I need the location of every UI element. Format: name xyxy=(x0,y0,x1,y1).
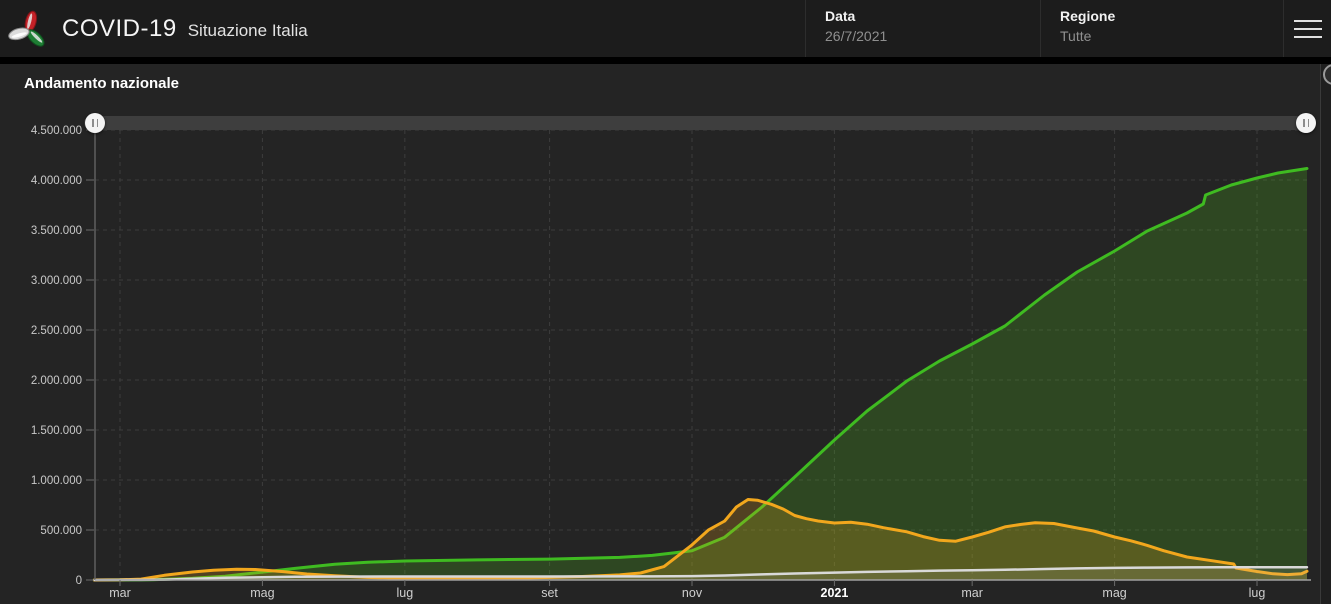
svg-text:nov: nov xyxy=(682,586,703,600)
hamburger-menu-button[interactable] xyxy=(1283,0,1331,57)
svg-text:3.000.000: 3.000.000 xyxy=(31,275,82,287)
right-rail xyxy=(1320,64,1331,604)
andamento-chart: 0 500.000 1.000.000 1.500.000 2.000.000 2.500… xyxy=(31,125,1311,600)
andamento-panel xyxy=(0,64,1320,604)
svg-text:mag: mag xyxy=(1102,586,1126,600)
data-label: Data xyxy=(825,8,856,24)
svg-text:2021: 2021 xyxy=(821,586,849,600)
slider-handle-right[interactable] xyxy=(1296,113,1316,133)
hamburger-icon xyxy=(1293,19,1322,22)
panel-title: Andamento nazionale xyxy=(24,75,180,92)
slider-handle-left[interactable] xyxy=(85,113,105,133)
app-header: COVID-19 Situazione Italia Data 26/7/202… xyxy=(0,0,1331,57)
svg-text:lug: lug xyxy=(396,586,413,600)
app-subtitle: Situazione Italia xyxy=(187,20,308,40)
header-field-data: Data 26/7/2021 xyxy=(805,0,1040,57)
series-white xyxy=(93,565,1309,582)
app-logo-icon xyxy=(8,10,45,47)
svg-text:1.000.000: 1.000.000 xyxy=(31,475,82,487)
svg-text:mar: mar xyxy=(109,586,131,600)
gridlines xyxy=(95,129,1311,580)
grip-icon xyxy=(1303,119,1305,127)
app-title: COVID-19 xyxy=(62,14,177,42)
data-value: 26/7/2021 xyxy=(825,28,888,44)
grip-icon xyxy=(92,119,94,127)
regione-label: Regione xyxy=(1060,8,1116,24)
svg-text:1.500.000: 1.500.000 xyxy=(31,425,82,437)
svg-text:3.500.000: 3.500.000 xyxy=(31,225,82,237)
svg-text:2.000.000: 2.000.000 xyxy=(31,375,82,387)
series-green xyxy=(92,167,1309,582)
y-axis-labels: 0 500.000 1.000.000 1.500.000 2.000.000 2.500… xyxy=(31,125,94,587)
svg-text:lug: lug xyxy=(1249,586,1266,600)
svg-text:set: set xyxy=(541,586,558,600)
svg-text:2.500.000: 2.500.000 xyxy=(31,325,82,337)
axes xyxy=(94,130,1311,581)
svg-text:500.000: 500.000 xyxy=(40,525,82,537)
app-brand: COVID-19 Situazione Italia xyxy=(8,0,308,57)
header-field-regione: Regione Tutte xyxy=(1040,0,1283,57)
svg-text:4.000.000: 4.000.000 xyxy=(31,175,82,187)
svg-text:mar: mar xyxy=(961,586,983,600)
regione-value: Tutte xyxy=(1060,28,1092,44)
svg-text:mag: mag xyxy=(250,586,274,600)
time-range-slider-track[interactable] xyxy=(84,116,1313,130)
svg-text:0: 0 xyxy=(76,575,82,587)
header-divider xyxy=(0,57,1331,64)
x-axis-labels: mar mag lug set nov 2021 mar mag lug xyxy=(109,580,1265,600)
svg-text:4.500.000: 4.500.000 xyxy=(31,125,82,137)
